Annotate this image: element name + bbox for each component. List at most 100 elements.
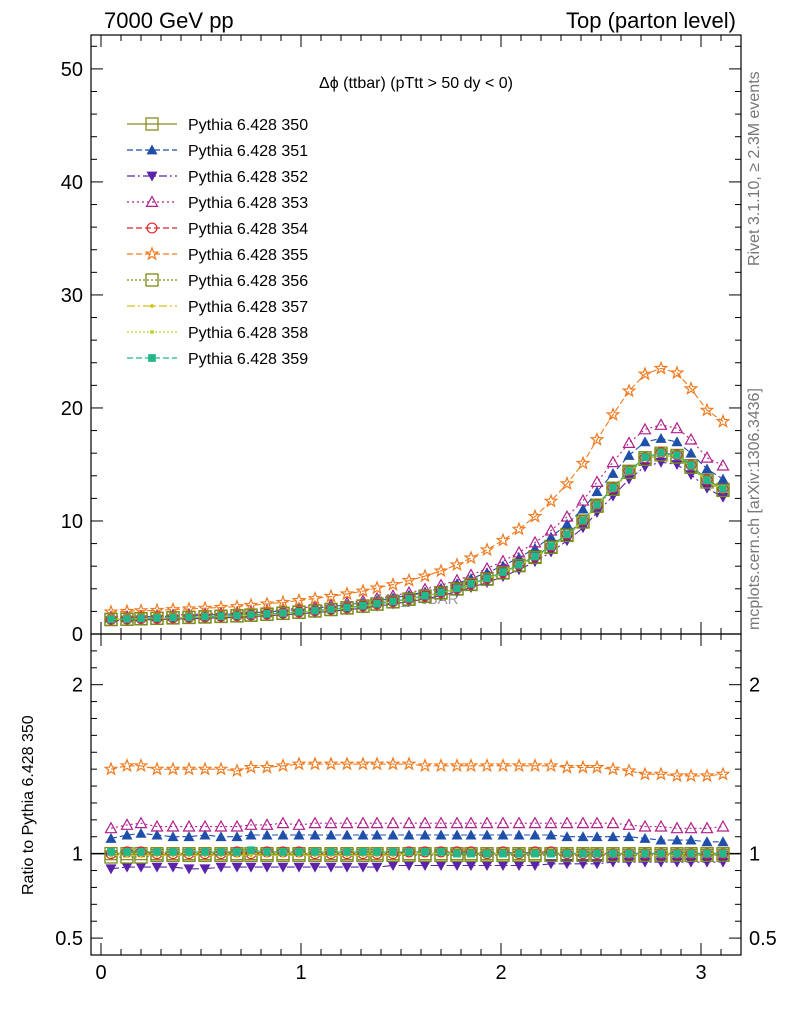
data-point xyxy=(715,413,731,428)
data-point xyxy=(185,848,193,856)
legend-label: Pythia 6.428 357 xyxy=(188,299,308,316)
data-point xyxy=(591,486,603,496)
data-point xyxy=(450,816,464,829)
data-point xyxy=(434,586,448,600)
data-point xyxy=(671,436,683,447)
data-point xyxy=(559,475,575,491)
data-point xyxy=(309,829,321,840)
data-point xyxy=(137,848,145,856)
data-point xyxy=(150,819,164,832)
data-point xyxy=(463,550,479,565)
data-point xyxy=(577,831,589,842)
data-point xyxy=(589,759,605,774)
data-point xyxy=(528,816,542,829)
data-point xyxy=(356,816,370,829)
legend-marker xyxy=(146,171,158,182)
data-point xyxy=(622,848,636,862)
data-point xyxy=(369,756,385,771)
data-point xyxy=(701,857,713,868)
data-point xyxy=(183,864,195,875)
data-point xyxy=(512,816,526,829)
data-point xyxy=(606,816,620,829)
data-point xyxy=(560,509,574,522)
data-point xyxy=(621,763,637,778)
data-point xyxy=(123,615,131,623)
data-point xyxy=(528,550,542,565)
data-point xyxy=(683,380,699,396)
data-point xyxy=(685,447,697,458)
legend-label: Pythia 6.428 355 xyxy=(188,247,308,264)
data-point xyxy=(151,862,163,873)
data-point xyxy=(311,606,319,615)
data-point xyxy=(215,831,227,842)
data-point xyxy=(467,849,475,858)
data-point xyxy=(217,848,225,856)
data-point xyxy=(609,484,617,492)
data-point xyxy=(107,848,115,856)
data-point xyxy=(528,535,542,548)
data-point xyxy=(449,557,465,572)
series-line xyxy=(110,424,724,618)
data-point xyxy=(654,418,668,430)
series-line xyxy=(110,437,724,619)
data-point xyxy=(703,476,711,484)
data-point xyxy=(449,757,465,773)
data-point xyxy=(105,864,117,875)
data-point xyxy=(481,861,493,871)
data-point xyxy=(496,816,510,829)
data-point xyxy=(295,848,303,856)
legend-marker xyxy=(146,222,158,234)
data-point xyxy=(716,458,730,471)
data-point xyxy=(230,819,244,832)
legend-marker xyxy=(144,246,160,261)
data-point xyxy=(387,861,399,871)
data-point xyxy=(275,594,291,609)
data-point xyxy=(359,848,367,856)
data-point xyxy=(639,857,651,868)
data-point xyxy=(198,819,212,832)
legend-entry: Pythia 6.428 352 xyxy=(127,169,308,186)
data-point xyxy=(135,827,147,838)
x-tick-label: 0 xyxy=(95,962,106,984)
y-tick-label: 20 xyxy=(61,398,83,420)
data-point xyxy=(623,449,635,460)
data-point xyxy=(560,848,574,862)
ratio-series-line xyxy=(111,849,723,855)
data-point xyxy=(605,761,621,776)
data-point xyxy=(181,761,197,776)
data-point xyxy=(531,552,539,561)
data-point xyxy=(233,611,241,620)
data-point xyxy=(719,849,727,858)
data-point xyxy=(669,768,685,783)
data-point xyxy=(465,829,477,840)
y-tick-label: 10 xyxy=(61,511,83,533)
series-line xyxy=(110,367,724,613)
data-point xyxy=(561,518,573,529)
data-point xyxy=(590,475,604,487)
data-point xyxy=(590,848,604,862)
data-point xyxy=(717,473,729,484)
legend-label: Pythia 6.428 351 xyxy=(188,143,308,160)
data-point xyxy=(479,542,495,557)
data-point xyxy=(231,862,243,873)
data-point xyxy=(607,468,619,478)
data-point xyxy=(107,615,115,624)
header-left-label: 7000 GeV pp xyxy=(104,8,234,33)
data-point xyxy=(244,818,258,830)
data-point xyxy=(576,848,590,862)
ratio-series-line xyxy=(110,763,724,777)
legend-entry: Pythia 6.428 358 xyxy=(127,325,308,342)
data-point xyxy=(671,834,683,845)
data-point xyxy=(201,848,209,856)
data-point xyxy=(119,757,135,773)
data-point xyxy=(700,821,714,834)
data-point xyxy=(166,819,180,832)
data-point xyxy=(481,829,493,840)
legend-marker xyxy=(145,273,159,287)
data-point xyxy=(308,816,322,829)
data-point xyxy=(701,463,713,474)
data-point xyxy=(499,568,507,576)
data-point xyxy=(371,862,383,873)
data-point xyxy=(453,584,461,593)
data-point xyxy=(339,586,355,601)
